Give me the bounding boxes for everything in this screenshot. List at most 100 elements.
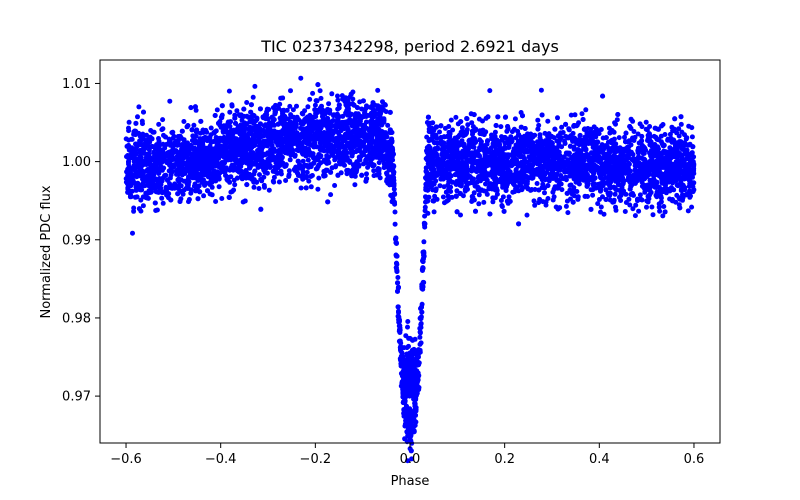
data-point	[135, 180, 141, 186]
data-point	[650, 212, 656, 218]
data-point	[545, 118, 551, 124]
data-point	[592, 181, 597, 187]
data-point	[538, 87, 544, 93]
data-point	[305, 157, 311, 163]
data-point	[450, 127, 456, 133]
data-point	[286, 174, 292, 179]
data-point	[500, 182, 506, 188]
data-point	[167, 98, 173, 104]
data-point	[431, 209, 437, 215]
data-point	[359, 106, 365, 112]
data-point	[490, 195, 496, 201]
data-point	[464, 116, 470, 122]
data-point	[288, 88, 293, 94]
data-point	[148, 128, 154, 133]
data-point	[516, 188, 522, 194]
data-point	[422, 221, 428, 227]
data-point	[136, 104, 142, 110]
data-point	[589, 174, 595, 180]
data-point	[445, 197, 451, 203]
data-point	[635, 145, 641, 151]
data-point	[271, 122, 277, 128]
data-point	[418, 322, 424, 328]
data-point	[535, 117, 541, 123]
data-point	[357, 113, 362, 119]
data-point	[186, 199, 191, 205]
data-point	[430, 120, 436, 126]
data-point	[262, 184, 267, 190]
data-point	[318, 95, 324, 101]
data-point	[158, 181, 164, 187]
data-point	[512, 116, 518, 122]
data-point	[644, 204, 649, 210]
data-point	[555, 115, 560, 121]
data-point	[453, 114, 459, 120]
data-point	[315, 186, 321, 192]
data-point	[170, 135, 176, 141]
data-point	[377, 175, 383, 181]
data-point	[324, 153, 330, 159]
data-point	[532, 202, 538, 208]
data-point	[632, 213, 638, 219]
data-point	[642, 189, 648, 195]
data-point	[598, 209, 603, 215]
data-points	[123, 75, 697, 464]
data-point	[271, 174, 277, 180]
data-point	[446, 124, 452, 129]
data-point	[258, 176, 264, 182]
data-point	[156, 121, 162, 127]
data-point	[643, 119, 649, 125]
data-point	[583, 107, 589, 113]
data-point	[676, 126, 682, 132]
data-point	[637, 192, 643, 198]
data-point	[611, 129, 617, 135]
data-point	[343, 102, 349, 108]
data-point	[335, 97, 341, 103]
data-point	[546, 158, 552, 164]
data-point	[229, 102, 235, 108]
data-point	[631, 192, 636, 198]
data-point	[607, 192, 613, 198]
data-point	[595, 201, 601, 207]
data-point	[409, 456, 415, 462]
data-point	[264, 133, 270, 139]
data-point	[160, 141, 166, 147]
data-point	[489, 132, 494, 138]
data-point	[223, 125, 229, 131]
data-point	[660, 213, 666, 219]
data-point	[542, 130, 548, 136]
data-point	[302, 162, 308, 168]
data-point	[347, 112, 353, 118]
data-point	[481, 188, 487, 194]
data-point	[417, 341, 423, 347]
data-point	[579, 111, 585, 117]
data-point	[487, 88, 493, 94]
data-point	[661, 204, 667, 209]
data-point	[277, 101, 283, 107]
data-point	[499, 203, 505, 208]
data-point	[326, 101, 332, 107]
data-point	[614, 117, 620, 123]
data-point	[216, 184, 222, 190]
data-point	[550, 197, 556, 203]
data-point	[371, 168, 377, 174]
data-point	[604, 180, 609, 186]
data-point	[572, 112, 578, 118]
data-point	[662, 132, 668, 137]
data-point	[130, 230, 135, 236]
data-point	[556, 142, 562, 148]
data-point	[678, 188, 684, 193]
data-point	[676, 133, 682, 139]
data-point	[146, 151, 152, 157]
data-point	[310, 90, 316, 96]
data-point	[294, 103, 299, 109]
data-point	[140, 203, 146, 209]
data-point	[335, 106, 341, 112]
data-point	[613, 207, 619, 213]
data-point	[352, 113, 358, 119]
data-point	[127, 194, 133, 200]
data-point	[687, 188, 692, 194]
data-point	[635, 149, 641, 155]
data-point	[298, 185, 304, 191]
